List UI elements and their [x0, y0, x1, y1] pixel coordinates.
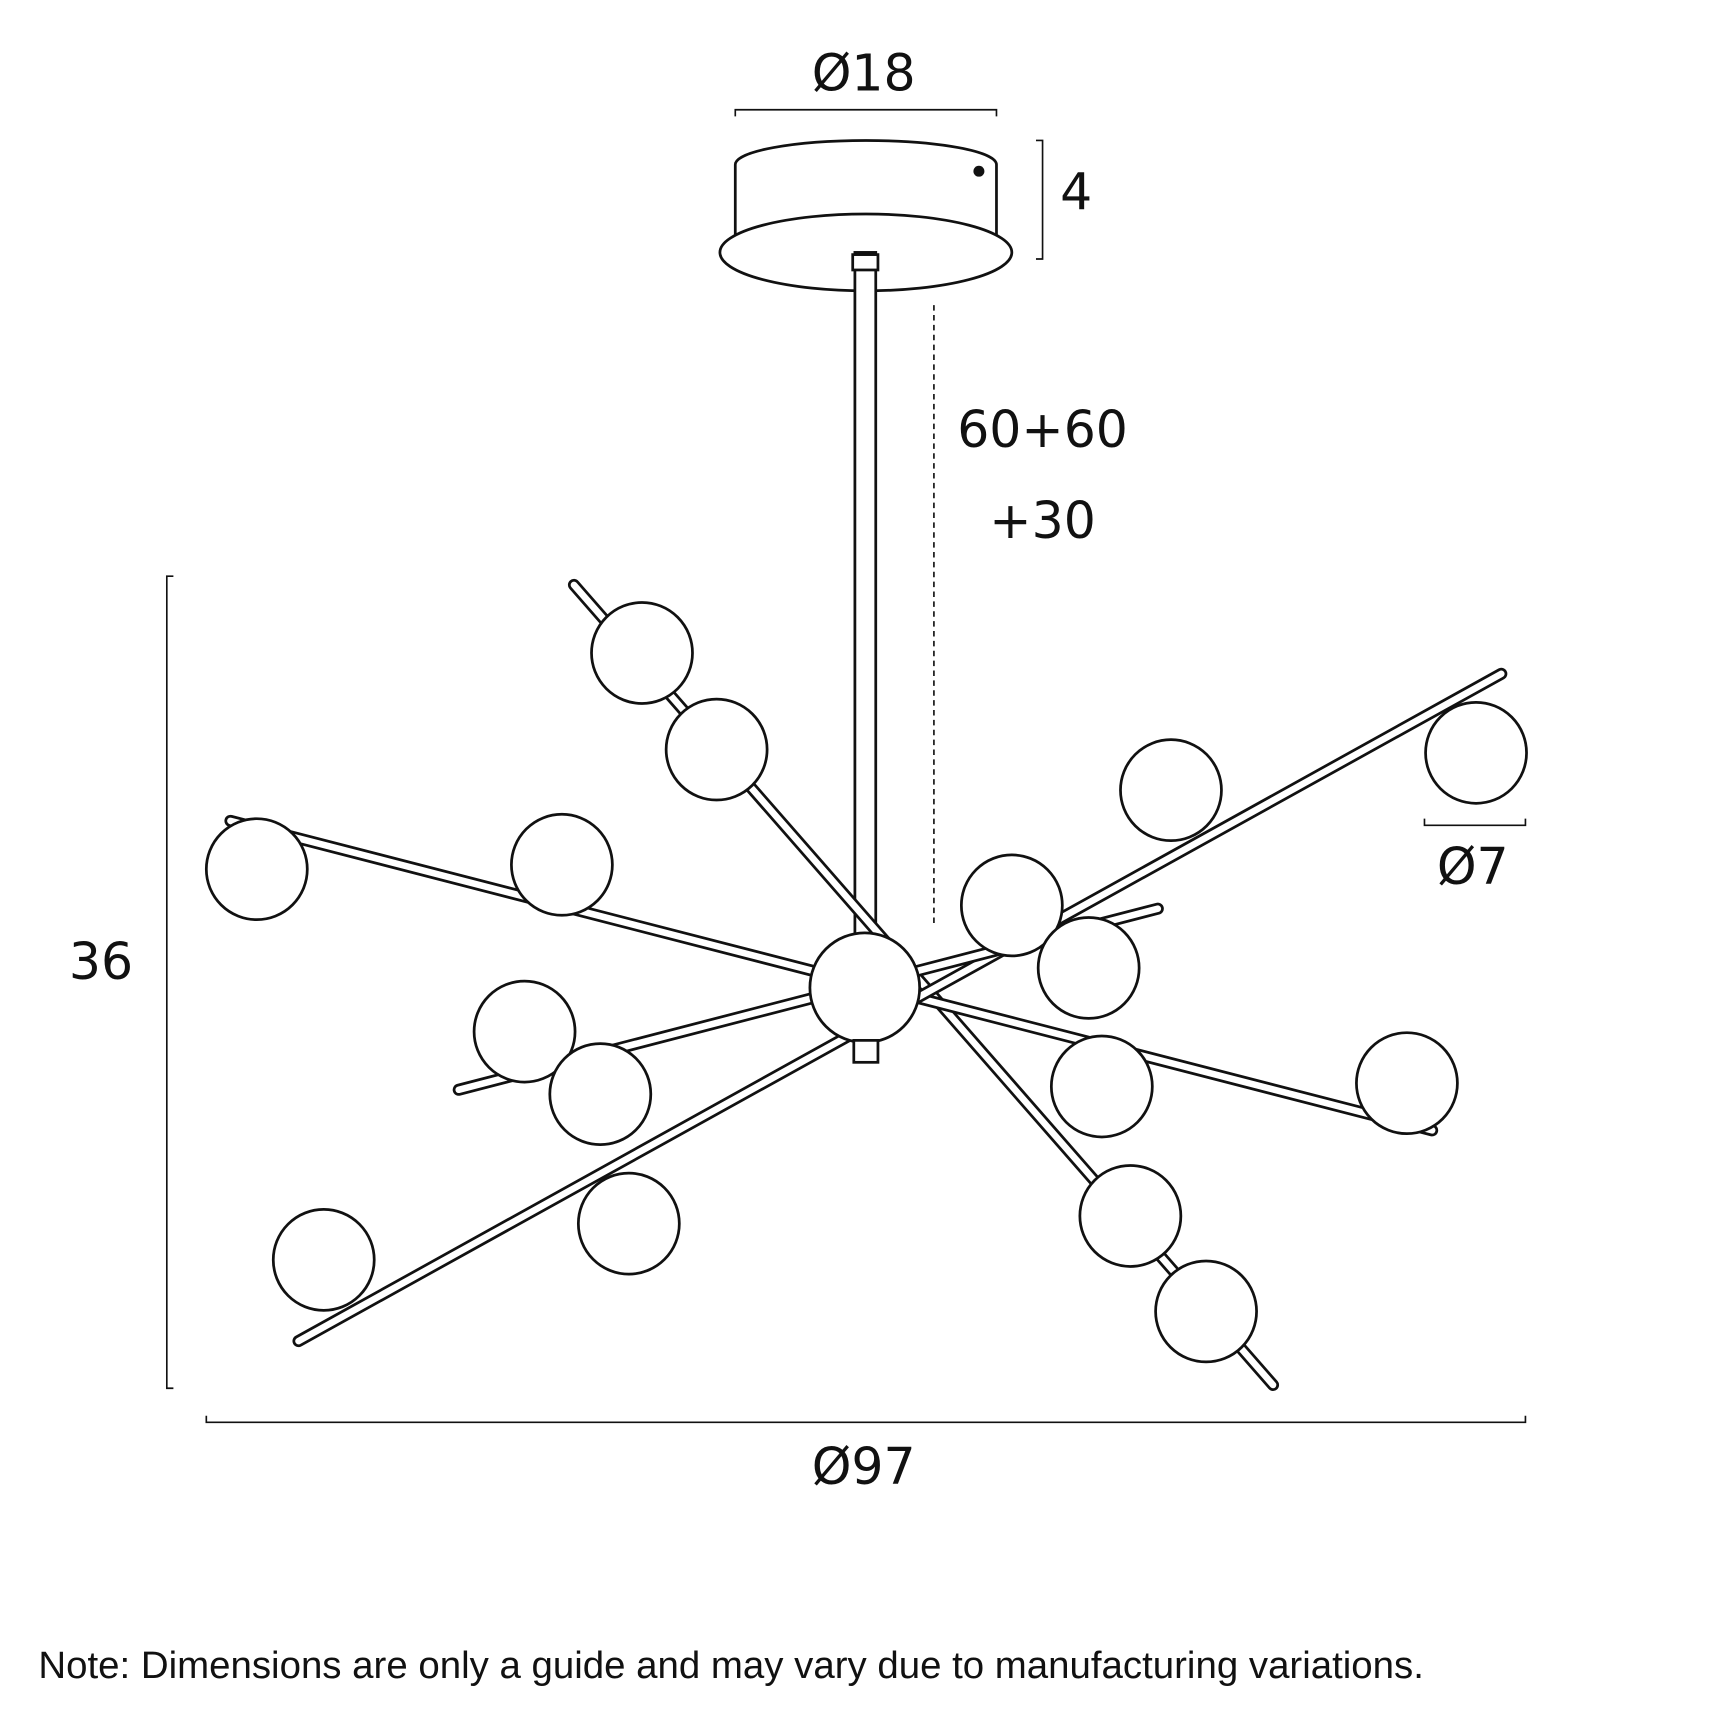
height: 36	[69, 932, 133, 991]
rod-extra: +30	[989, 491, 1096, 550]
canopy-height: 4	[1060, 162, 1092, 221]
globes	[204, 601, 1528, 1364]
dimension-lines	[165, 108, 1527, 1424]
note: Note: Dimensions are only a guide and ma…	[38, 1644, 1423, 1687]
rod	[851, 251, 880, 957]
globe-diameter: Ø7	[1437, 837, 1509, 896]
canopy-diameter: Ø18	[812, 43, 916, 102]
overall-diameter: Ø97	[812, 1437, 916, 1496]
rod-length: 60+60	[957, 400, 1128, 459]
hub	[808, 931, 922, 1064]
